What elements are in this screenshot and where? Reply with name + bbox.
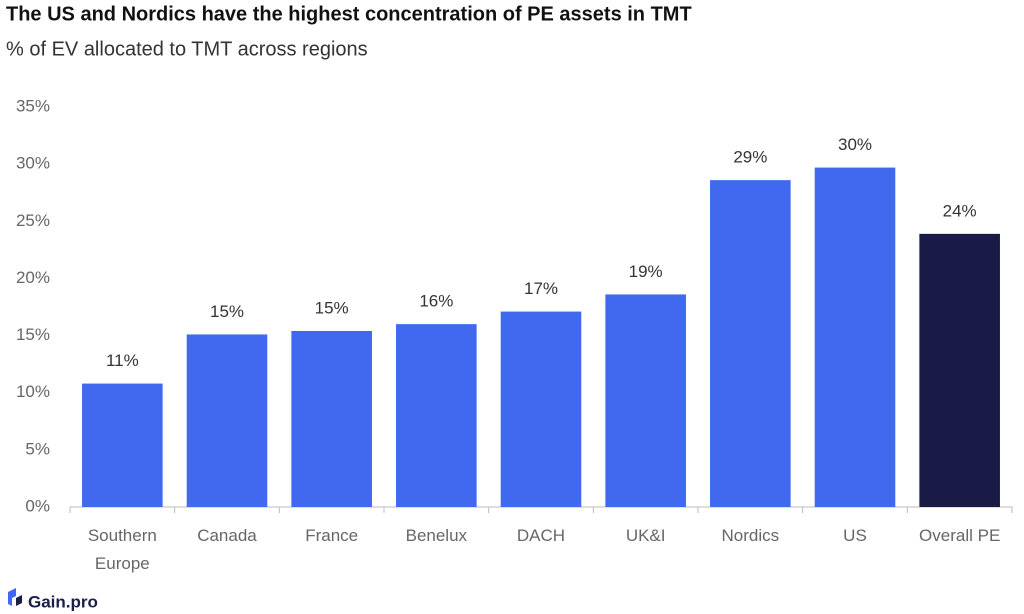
value-label: 15% <box>315 298 349 317</box>
chart-subtitle: % of EV allocated to TMT across regions <box>6 38 368 60</box>
y-tick-label: 15% <box>16 325 50 344</box>
bar <box>710 180 791 507</box>
bar <box>82 383 163 507</box>
bar <box>500 311 582 507</box>
x-tick-label: DACH <box>516 526 566 545</box>
y-tick-label: 25% <box>16 211 50 230</box>
value-label: 11% <box>106 351 139 370</box>
x-tick-label: Nordics <box>721 526 780 545</box>
bar <box>814 167 896 508</box>
y-tick-label: 20% <box>16 268 50 287</box>
x-tick-label: Overall PE <box>919 526 1001 545</box>
y-tick-label: 35% <box>16 96 50 115</box>
y-tick-label: 30% <box>16 154 50 173</box>
logo-icon <box>8 588 22 606</box>
y-tick-label: 5% <box>25 439 50 458</box>
value-label: 16% <box>419 292 453 311</box>
value-label: 29% <box>733 148 767 167</box>
bar <box>396 324 477 507</box>
chart-title: The US and Nordics have the highest conc… <box>6 3 692 25</box>
bar <box>291 331 372 507</box>
bar <box>919 233 1000 507</box>
x-tick-label: US <box>843 526 867 545</box>
value-label: 15% <box>210 302 244 321</box>
x-tick-label: Southern Europe <box>87 526 157 573</box>
x-tick-label: Canada <box>197 526 257 545</box>
value-label: 30% <box>838 135 872 154</box>
x-tick-label: UK&I <box>625 526 666 545</box>
value-label: 19% <box>629 262 663 281</box>
y-tick-label: 10% <box>16 382 50 401</box>
value-label: 17% <box>524 279 558 298</box>
y-tick-label: 0% <box>25 496 50 515</box>
bar <box>186 334 268 507</box>
value-label: 24% <box>943 201 977 220</box>
x-tick-label: Benelux <box>405 526 468 545</box>
footer-brand: Gain.pro <box>28 592 98 611</box>
bar <box>605 294 686 507</box>
x-tick-label: France <box>305 526 359 545</box>
